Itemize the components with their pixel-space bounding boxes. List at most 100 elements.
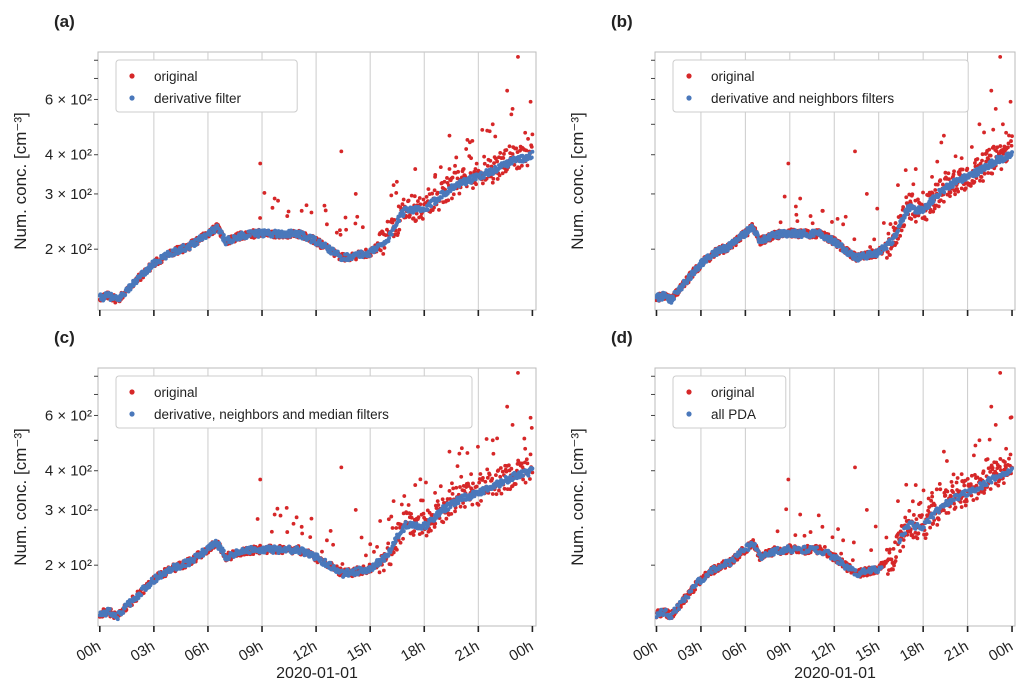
point-filtered — [149, 576, 154, 581]
point-original — [320, 549, 324, 554]
point-original — [941, 508, 946, 513]
point-original — [946, 171, 951, 176]
point-original — [959, 505, 964, 509]
point-original — [495, 436, 500, 441]
legend-marker — [129, 73, 135, 79]
point-original — [938, 487, 943, 492]
point-original — [926, 496, 931, 501]
point-filtered — [508, 474, 513, 479]
point-original — [889, 557, 894, 562]
point-original — [907, 508, 912, 513]
point-original — [504, 148, 509, 152]
point-filtered — [811, 233, 816, 238]
point-original — [875, 206, 880, 211]
point-original — [433, 490, 437, 495]
point-original — [998, 54, 1003, 59]
point-filtered — [203, 236, 208, 241]
x-tick-label: 12h — [290, 638, 320, 665]
point-original — [272, 512, 277, 517]
point-filtered — [942, 190, 947, 195]
point-original — [426, 187, 431, 192]
point-original — [929, 498, 934, 503]
point-original — [432, 525, 437, 529]
point-original — [485, 467, 490, 472]
point-original — [406, 198, 411, 203]
point-original — [391, 183, 396, 188]
point-filtered — [367, 253, 372, 258]
y-axis-label: Num. conc. [cm⁻³] — [568, 112, 587, 249]
point-original — [980, 152, 985, 157]
point-original — [864, 192, 869, 196]
point-original — [896, 183, 900, 188]
point-original — [420, 498, 425, 503]
point-original — [407, 213, 412, 218]
point-original — [474, 182, 478, 187]
point-original — [491, 451, 496, 456]
point-original — [480, 476, 485, 480]
point-original — [924, 532, 929, 537]
point-original — [510, 152, 515, 156]
y-tick-label: 4 × 10² — [45, 147, 92, 164]
point-filtered — [247, 233, 252, 238]
point-filtered — [226, 235, 231, 240]
point-filtered — [387, 236, 392, 241]
point-original — [1006, 145, 1010, 150]
point-original — [530, 470, 535, 475]
x-tick-label: 21h — [941, 638, 971, 665]
point-original — [937, 482, 942, 486]
point-original — [973, 472, 977, 477]
point-original — [941, 449, 946, 454]
point-original — [936, 204, 941, 209]
data-layer — [655, 54, 1015, 305]
point-filtered — [328, 560, 333, 565]
point-original — [396, 231, 400, 235]
point-original — [390, 220, 395, 225]
point-original — [505, 88, 510, 93]
point-original — [784, 507, 789, 512]
point-filtered — [692, 272, 697, 277]
point-original — [299, 524, 304, 529]
point-filtered — [187, 247, 192, 252]
point-original — [893, 221, 898, 225]
point-original — [946, 510, 951, 515]
point-original — [364, 247, 368, 252]
x-tick-label: 00h — [986, 638, 1016, 665]
point-original — [960, 167, 965, 172]
point-filtered — [231, 239, 236, 244]
point-original — [390, 526, 395, 530]
point-original — [898, 233, 903, 238]
point-original — [914, 517, 919, 522]
point-original — [473, 167, 478, 171]
point-original — [945, 459, 949, 463]
point-original — [802, 533, 807, 538]
point-original — [952, 169, 956, 174]
point-original — [446, 198, 451, 203]
point-filtered — [335, 249, 340, 254]
point-original — [810, 221, 815, 226]
point-filtered — [896, 228, 901, 233]
point-original — [353, 192, 358, 196]
x-tick-label: 15h — [344, 638, 374, 665]
point-filtered — [103, 613, 108, 618]
point-original — [991, 127, 996, 132]
point-original — [471, 481, 475, 486]
point-original — [935, 159, 940, 164]
point-original — [398, 540, 403, 545]
point-filtered — [212, 230, 217, 235]
point-original — [888, 253, 892, 257]
y-tick-label: 6 × 10² — [45, 91, 92, 108]
point-filtered — [473, 177, 478, 182]
point-original — [523, 446, 528, 451]
point-original — [470, 138, 475, 143]
point-original — [1001, 481, 1006, 486]
point-filtered — [397, 219, 402, 224]
point-original — [1000, 122, 1005, 127]
point-filtered — [139, 593, 144, 598]
point-original — [998, 370, 1003, 375]
point-original — [477, 480, 482, 485]
point-original — [951, 490, 955, 495]
point-original — [424, 480, 428, 485]
point-original — [909, 217, 914, 221]
point-original — [973, 161, 977, 165]
point-original — [420, 530, 425, 535]
